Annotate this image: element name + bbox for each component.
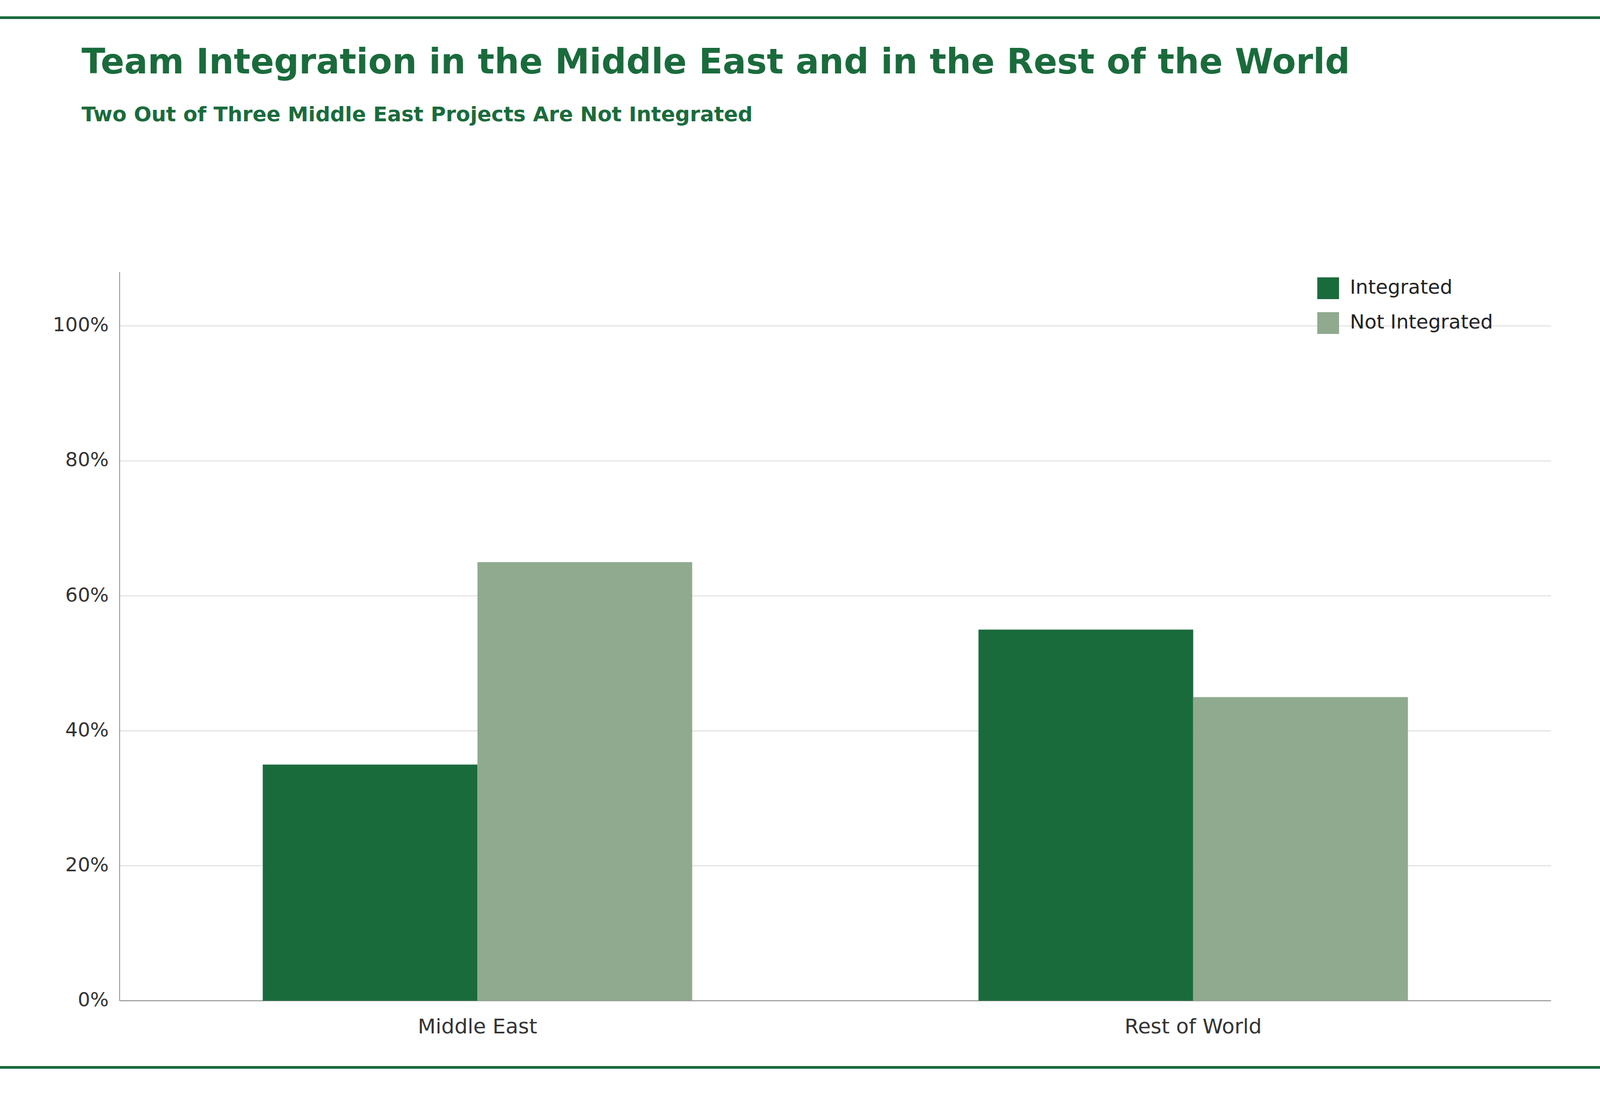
grid <box>119 325 1552 1001</box>
legend-label: Integrated <box>1349 275 1453 298</box>
bar <box>262 764 478 1001</box>
legend: Integrated Not Integrated <box>1317 275 1493 334</box>
y-tick-label: 40% <box>65 718 109 741</box>
y-tick-label: 80% <box>65 447 109 471</box>
header: Team Integration in the Middle East and … <box>0 16 1600 251</box>
subtitle: Two Out of Three Middle East Projects Ar… <box>81 102 1519 127</box>
title: Team Integration in the Middle East and … <box>81 40 1519 83</box>
y-tick-label: 20% <box>65 853 109 876</box>
bar <box>1193 696 1409 1001</box>
grid-line <box>119 595 1552 597</box>
bar <box>477 562 693 1001</box>
footer-rule <box>0 1065 1600 1069</box>
legend-swatch <box>1317 277 1340 300</box>
legend-swatch <box>1317 312 1340 334</box>
grid-line <box>119 460 1552 462</box>
x-tick-label: Rest of World <box>1124 1013 1262 1038</box>
y-axis-line <box>119 271 121 1001</box>
x-tick-label: Middle East <box>417 1013 538 1038</box>
chart: 0% 20% 40% 60% 80% 100% Middle East Rest of Wor… <box>0 250 1600 1066</box>
bars <box>262 562 1408 1001</box>
y-tick-label: 0% <box>77 987 109 1011</box>
y-tick-label: 100% <box>52 313 109 336</box>
bar <box>978 629 1194 1001</box>
legend-label: Not Integrated <box>1349 310 1493 333</box>
y-tick-label: 60% <box>65 583 109 606</box>
